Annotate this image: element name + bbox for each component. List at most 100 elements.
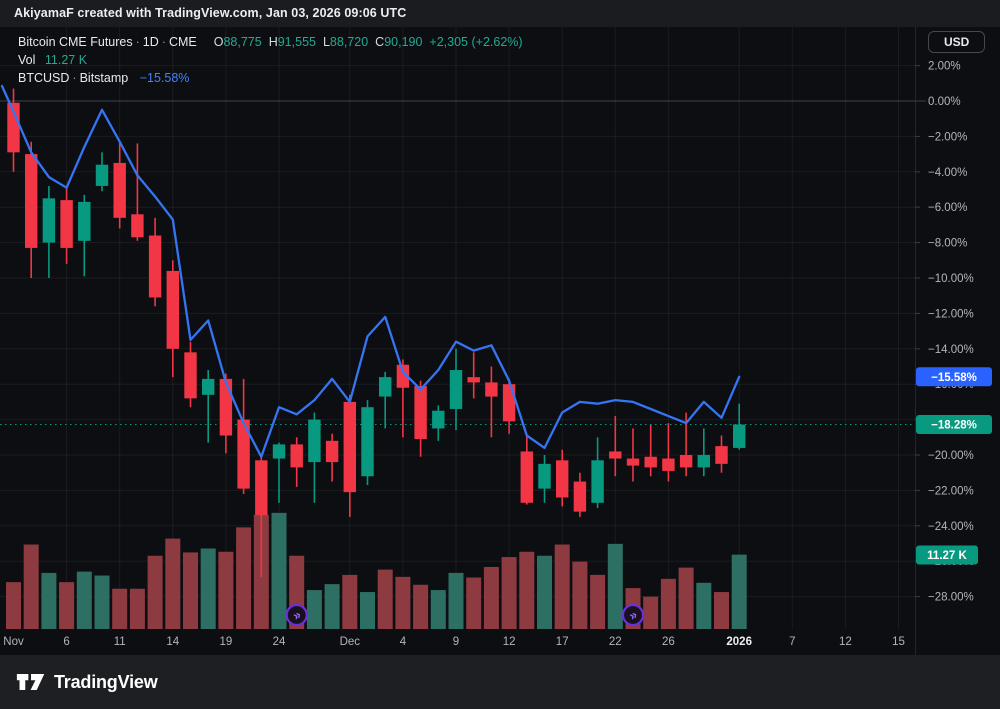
price-axis-label: −2.00% bbox=[928, 131, 967, 143]
axis-value-badge: −18.28% bbox=[916, 415, 992, 435]
candle-body bbox=[626, 458, 640, 466]
candle-body bbox=[166, 270, 179, 349]
volume-bar bbox=[129, 588, 145, 629]
volume-bar bbox=[59, 582, 75, 629]
compare-line-btcusd bbox=[0, 84, 741, 458]
candle-body bbox=[662, 458, 675, 471]
time-axis-label: Nov bbox=[3, 636, 24, 648]
tradingview-logo-icon[interactable] bbox=[16, 670, 46, 694]
candle-body bbox=[609, 451, 622, 459]
volume-bar bbox=[306, 590, 322, 629]
volume-bar bbox=[590, 574, 606, 629]
time-axis-label: 17 bbox=[556, 636, 569, 648]
time-axis-label: 22 bbox=[609, 636, 622, 648]
badge-bg bbox=[916, 415, 992, 435]
candle-body bbox=[7, 102, 20, 153]
badge-text: −15.58% bbox=[931, 372, 977, 384]
candle-body bbox=[556, 460, 569, 498]
volume-bar bbox=[342, 574, 358, 629]
candle-body bbox=[733, 424, 746, 448]
time-axis-label: 4 bbox=[400, 636, 407, 648]
event-marker-icon[interactable]: » bbox=[621, 603, 645, 627]
candle-body bbox=[343, 401, 356, 493]
volume-bar bbox=[572, 561, 588, 629]
volume-bar bbox=[165, 538, 181, 629]
badge-text: −18.28% bbox=[931, 420, 977, 432]
candle-body bbox=[113, 162, 126, 218]
volume-bar bbox=[183, 552, 198, 629]
volume-bar bbox=[430, 590, 446, 629]
compare-change: −15.58% bbox=[139, 71, 190, 85]
price-axis-label: −8.00% bbox=[928, 238, 967, 250]
price-axis-label: −12.00% bbox=[928, 308, 974, 320]
volume-bar bbox=[537, 555, 552, 629]
attribution-text: AkiyamaF created with TradingView.com, J… bbox=[14, 6, 407, 20]
compare-exchange: Bitstamp bbox=[79, 71, 129, 85]
volume-bar bbox=[466, 577, 482, 629]
candle-body bbox=[467, 377, 480, 383]
currency-usd-button[interactable]: USD bbox=[928, 31, 986, 53]
volume-bar bbox=[519, 551, 535, 629]
candle-body bbox=[432, 410, 445, 429]
candle-body bbox=[414, 385, 427, 440]
volume-bar bbox=[94, 575, 110, 629]
volume-bar bbox=[76, 571, 92, 629]
legend-symbol-row[interactable]: Bitcoin CME Futures · 1D · CME O88,775 H91,555… bbox=[18, 35, 523, 49]
price-axis-label: −6.00% bbox=[928, 202, 967, 214]
volume-bar bbox=[236, 527, 252, 629]
time-axis-label: 6 bbox=[63, 636, 69, 648]
tradingview-logo-text[interactable]: TradingView bbox=[54, 671, 158, 692]
volume-bar bbox=[643, 596, 659, 629]
volume-bar bbox=[377, 569, 393, 629]
candle-body bbox=[644, 456, 657, 468]
candle-body bbox=[502, 384, 516, 422]
price-axis-label: −10.00% bbox=[928, 273, 974, 285]
event-marker-icon[interactable]: » bbox=[285, 603, 308, 627]
time-axis-label: 24 bbox=[273, 636, 286, 648]
symbol-exchange: CME bbox=[168, 35, 197, 49]
price-axis-label: −4.00% bbox=[928, 167, 967, 179]
volume-bar bbox=[395, 576, 411, 629]
candle-body bbox=[202, 378, 215, 395]
volume-bar bbox=[731, 554, 747, 629]
volume-bar bbox=[324, 584, 340, 629]
time-axis-label: 2026 bbox=[726, 636, 752, 648]
price-axis-label: 2.00% bbox=[928, 61, 961, 73]
open-value: 88,775 bbox=[223, 35, 262, 49]
volume-bar bbox=[660, 578, 676, 629]
candle-body bbox=[184, 352, 197, 399]
symbol-title: Bitcoin CME Futures bbox=[18, 35, 133, 49]
candle-body bbox=[237, 419, 250, 489]
time-axis-label: 7 bbox=[789, 636, 795, 648]
candle-body bbox=[42, 198, 56, 243]
volume-bar bbox=[607, 543, 623, 629]
volume-bar bbox=[501, 557, 517, 629]
ohlc-values: O88,775 H91,555 L88,720 C90,190 +2,305 (+2.6… bbox=[213, 35, 523, 49]
price-axis[interactable]: 2.00% 0.00% −2.00% −4.00% −6.00% −8.00% −10.00… bbox=[915, 61, 974, 604]
candle-body bbox=[591, 460, 604, 503]
time-axis-label: 15 bbox=[892, 636, 905, 648]
volume-bar bbox=[23, 544, 39, 629]
event-marker-circle[interactable] bbox=[621, 603, 645, 627]
price-axis-label: −22.00% bbox=[928, 485, 974, 497]
candle-body bbox=[148, 235, 162, 298]
legend-compare-row[interactable]: BTCUSD · Bitstamp −15.58% bbox=[18, 71, 190, 85]
candle-body bbox=[520, 451, 533, 503]
candle-body bbox=[485, 382, 498, 397]
candle-body bbox=[449, 370, 463, 409]
time-axis[interactable]: Nov 6 11 14 19 24 Dec 4 9 12 17 22 26 2026 7 12 15 bbox=[3, 636, 905, 648]
badge-bg bbox=[916, 367, 992, 387]
candle-body bbox=[25, 154, 38, 248]
event-marker-circle[interactable] bbox=[285, 603, 308, 627]
legend-volume-row[interactable]: Vol 11.27 K bbox=[18, 51, 523, 69]
candles bbox=[7, 88, 746, 578]
candle-body bbox=[379, 377, 392, 397]
compare-symbol: BTCUSD bbox=[18, 71, 70, 85]
candle-body bbox=[715, 446, 728, 464]
candle-body bbox=[60, 200, 73, 248]
volume-bar bbox=[360, 592, 375, 629]
badge-bg bbox=[916, 545, 978, 565]
candle-body bbox=[272, 444, 286, 459]
